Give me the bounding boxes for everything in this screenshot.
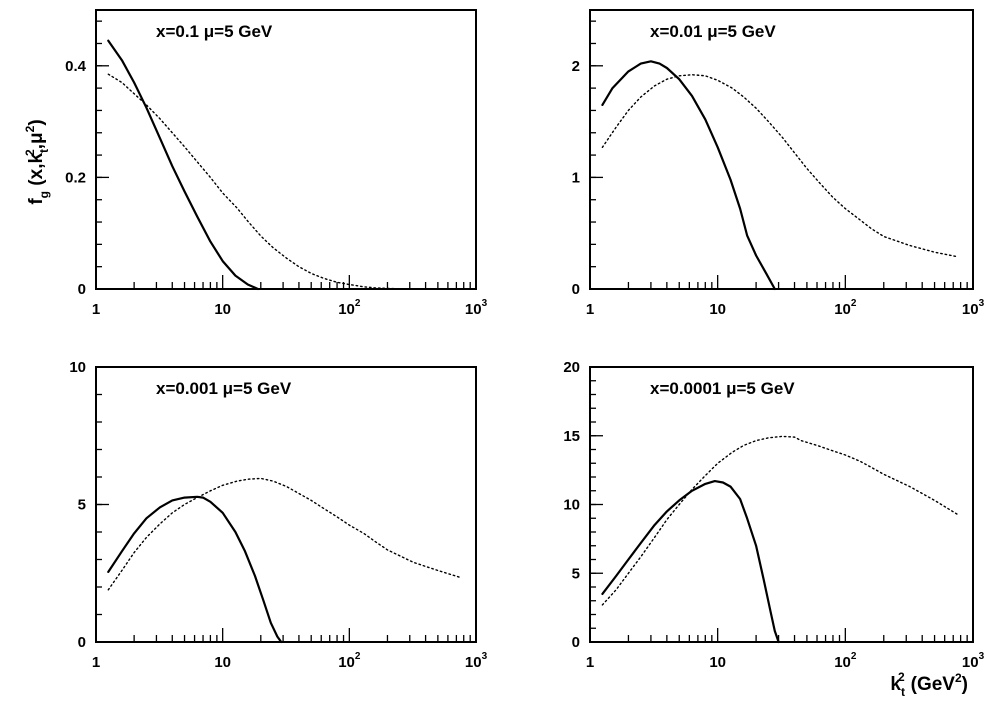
y-tick-label: 10 [69, 359, 86, 376]
x-tick-label: 102 [338, 298, 361, 318]
x-tick-label: 10 [214, 301, 231, 318]
y-tick-label: 0 [78, 634, 86, 651]
panel-title: x=0.001 μ=5 GeV [156, 379, 292, 398]
x-tick-label: 1 [586, 654, 594, 671]
dotted-curve [107, 477, 461, 591]
x-tick-label: 103 [962, 651, 985, 671]
solid-curve [601, 60, 776, 291]
y-tick-label: 10 [563, 497, 580, 514]
x-tick-label: 102 [834, 651, 857, 671]
panel-x0.001: 1 10 102 103 0 5 10 x=0.001 μ=5 GeV [69, 359, 487, 671]
panel-x0.0001: 1 10 102 103 0 5 10 15 20 x=0.0001 μ=5 GeV [563, 359, 984, 671]
x-tick-label: 102 [338, 651, 361, 671]
x-tick-label: 102 [834, 298, 857, 318]
dotted-curve [107, 73, 465, 290]
panel-x0.1: 1 10 102 103 0 0.2 0.4 x=0.1 μ=5 GeV [65, 9, 488, 318]
y-tick-label: 0 [572, 281, 580, 298]
x-tick-label: 103 [465, 298, 488, 318]
x-tick-label: 103 [465, 651, 488, 671]
panel-title: x=0.1 μ=5 GeV [156, 22, 273, 41]
x-tick-label: 1 [586, 301, 594, 318]
x-axis-label: kt2 (GeV2) [890, 670, 968, 699]
panel-title: x=0.0001 μ=5 GeV [650, 379, 795, 398]
x-tick-label: 1 [92, 301, 100, 318]
plot-frame [95, 366, 477, 643]
dotted-curve [601, 74, 958, 258]
y-tick-label: 2 [572, 58, 580, 75]
y-axis-label: fg (x,kt2,μ2) [23, 119, 51, 204]
y-tick-label: 0.2 [65, 169, 86, 186]
y-tick-label: 20 [563, 359, 580, 376]
plot-frame [589, 9, 974, 290]
y-tick-label: 0 [78, 281, 86, 298]
y-tick-label: 5 [572, 565, 580, 582]
x-tick-label: 1 [92, 654, 100, 671]
y-tick-label: 0 [572, 634, 580, 651]
y-tick-label: 0.4 [65, 58, 87, 75]
x-tick-label: 10 [709, 654, 726, 671]
solid-curve [107, 495, 283, 644]
panel-title: x=0.01 μ=5 GeV [650, 22, 776, 41]
x-tick-label: 10 [214, 654, 231, 671]
y-tick-label: 1 [572, 169, 580, 186]
plot-frame [589, 366, 974, 643]
y-tick-label: 15 [563, 428, 580, 445]
x-tick-label: 10 [709, 301, 726, 318]
y-tick-label: 5 [78, 497, 86, 514]
x-tick-label: 103 [962, 298, 985, 318]
solid-curve [601, 480, 780, 644]
solid-curve [107, 39, 260, 291]
plot-frame [95, 9, 477, 290]
dotted-curve [601, 435, 958, 606]
